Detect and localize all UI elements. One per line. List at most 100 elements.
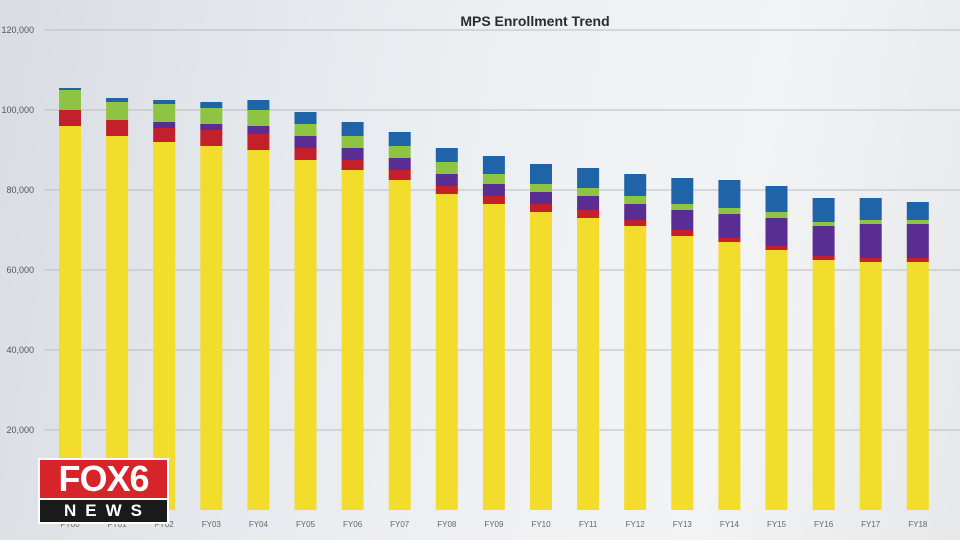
bar-segment xyxy=(435,148,458,162)
bar-segment xyxy=(671,204,694,210)
y-tick-label: 40,000 xyxy=(6,345,34,355)
bar-segment xyxy=(718,208,741,214)
x-tick-label: FY03 xyxy=(202,520,222,529)
x-tick-label: FY11 xyxy=(579,520,598,529)
bar-segment xyxy=(153,142,176,510)
bar-segment xyxy=(671,210,694,230)
bar-segment xyxy=(106,98,129,102)
y-tick-label: 120,000 xyxy=(1,25,34,35)
bar-segment xyxy=(718,238,741,242)
bar-segment xyxy=(106,136,129,510)
bar-segment xyxy=(59,126,81,510)
x-tick-label: FY09 xyxy=(484,520,504,529)
bar-segment xyxy=(577,168,600,188)
chart-title: MPS Enrollment Trend xyxy=(460,13,609,29)
bar-segment xyxy=(671,178,694,204)
bar-segment xyxy=(435,174,458,186)
bar-segment xyxy=(906,220,929,224)
bar-segment xyxy=(153,104,176,122)
bar-segment xyxy=(624,174,647,196)
bar-segment xyxy=(200,124,223,130)
bar-segment xyxy=(388,146,411,158)
bar-segment xyxy=(388,180,411,510)
x-tick-label: FY13 xyxy=(673,520,693,529)
x-tick-label: FY10 xyxy=(531,520,551,529)
bar-segment xyxy=(577,218,600,510)
bar-segment xyxy=(294,124,317,136)
x-tick-label: FY07 xyxy=(390,520,410,529)
bar-segment xyxy=(577,210,600,218)
bar-segment xyxy=(530,212,552,510)
bar-segment xyxy=(624,226,647,510)
bar-segment xyxy=(812,226,835,256)
bar-segment xyxy=(530,184,552,192)
bar-segment xyxy=(294,160,317,510)
bar-segment xyxy=(624,220,647,226)
bar-segment xyxy=(812,260,835,510)
bar-segment xyxy=(718,180,741,208)
bar-segment xyxy=(247,110,270,126)
bar-segment xyxy=(341,148,364,160)
x-tick-label: FY02 xyxy=(155,520,175,529)
logo-news: NEWS xyxy=(38,500,169,524)
bar-segment xyxy=(624,196,647,204)
fox6-news-logo: FOX6 NEWS xyxy=(38,458,169,524)
x-axis: FY00 FY01 FY02 FY03 FY04 FY05 FY06 FY07 FY08 FY09… xyxy=(60,520,927,529)
bar-segment xyxy=(812,256,835,260)
bar-segment xyxy=(388,158,411,170)
bar-segment xyxy=(859,258,882,262)
bar-segment xyxy=(341,170,364,510)
bar-segment xyxy=(530,204,552,212)
bars xyxy=(59,88,929,510)
bar-segment xyxy=(435,162,458,174)
bar-segment xyxy=(341,160,364,170)
bar-segment xyxy=(388,132,411,146)
x-tick-label: FY15 xyxy=(767,520,787,529)
bar-segment xyxy=(906,262,929,510)
x-tick-label: FY00 xyxy=(60,520,80,529)
x-tick-label: FY04 xyxy=(249,520,269,529)
bar-segment xyxy=(482,204,505,510)
bar-segment xyxy=(294,136,317,148)
bar-segment xyxy=(153,122,176,128)
bar-segment xyxy=(482,196,505,204)
bar-segment xyxy=(671,236,694,510)
x-tick-label: FY08 xyxy=(437,520,457,529)
bar-segment xyxy=(247,100,270,110)
bar-segment xyxy=(765,246,788,250)
bar-segment xyxy=(247,126,270,134)
bar-segment xyxy=(577,188,600,196)
x-tick-label: FY18 xyxy=(908,520,928,529)
y-tick-label: 20,000 xyxy=(6,425,34,435)
bar-segment xyxy=(294,148,317,160)
bar-segment xyxy=(200,146,223,510)
bar-segment xyxy=(906,258,929,262)
bar-segment xyxy=(906,224,929,258)
bar-segment xyxy=(765,250,788,510)
y-tick-label: 80,000 xyxy=(6,185,34,195)
bar-segment xyxy=(530,164,552,184)
bar-segment xyxy=(153,128,176,142)
x-tick-label: FY17 xyxy=(861,520,881,529)
bar-segment xyxy=(59,88,81,90)
y-tick-label: 60,000 xyxy=(6,265,34,275)
bar-segment xyxy=(482,184,505,196)
bar-segment xyxy=(482,156,505,174)
bar-segment xyxy=(718,242,741,510)
bar-segment xyxy=(247,134,270,150)
bar-segment xyxy=(812,198,835,222)
bar-segment xyxy=(482,174,505,184)
logo-fox6: FOX6 xyxy=(38,458,169,500)
bar-segment xyxy=(153,100,176,104)
bar-segment xyxy=(624,204,647,220)
bar-segment xyxy=(200,108,223,124)
bar-segment xyxy=(906,202,929,220)
bar-segment xyxy=(859,224,882,258)
y-axis: 20,000 40,000 60,000 80,000 100,000 120,000 xyxy=(1,25,34,435)
bar-segment xyxy=(106,120,129,136)
bar-segment xyxy=(718,214,741,238)
bar-segment xyxy=(200,102,223,108)
bar-segment xyxy=(294,112,317,124)
bar-segment xyxy=(435,194,458,510)
